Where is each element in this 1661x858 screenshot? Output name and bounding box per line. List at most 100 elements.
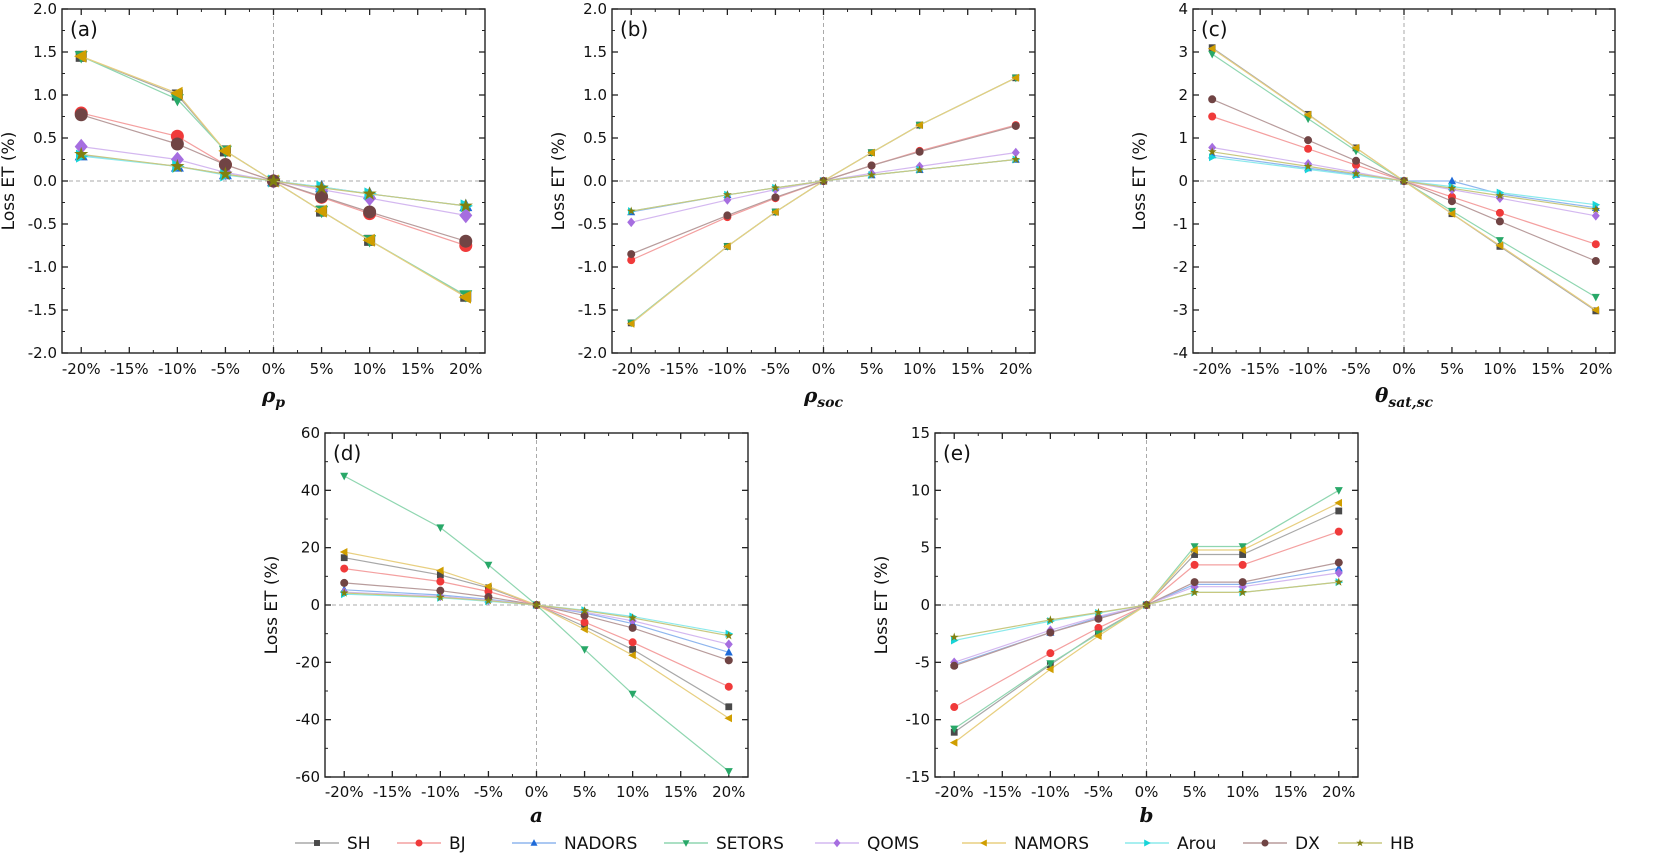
legend: SH BJ NADORS SETORS QOMS NAMORS Arou DX HB: [295, 834, 1414, 854]
data-point-hb: [724, 631, 734, 640]
y-tick-label: -60: [296, 768, 321, 786]
x-tick-label: 20%: [1322, 783, 1355, 801]
data-point-hb: [1046, 615, 1055, 624]
data-point-hb: [436, 592, 445, 601]
data-point-arou: [1209, 153, 1217, 162]
data-point-bj: [1591, 240, 1600, 249]
x-axis-label-sub: soc: [817, 395, 843, 411]
data-point-namors: [1190, 546, 1198, 554]
x-tick-label: -20%: [62, 360, 101, 378]
data-point-hb: [1447, 183, 1457, 192]
legend-item-qoms: QOMS: [815, 834, 919, 854]
x-tick-label: -10%: [1031, 783, 1070, 801]
y-tick-label: 0.5: [583, 129, 607, 147]
series-hb: [74, 146, 473, 212]
data-point-qoms: [627, 217, 636, 228]
series-line-setors: [1211, 53, 1597, 298]
y-axis-label: Loss ET (%): [1130, 132, 1150, 231]
panel-e: -20% -15% -10% -5% 0% 5% 10% 15% 20% -15 -10 -5 0 5 10…: [872, 424, 1359, 827]
y-tick-label: 0.0: [33, 172, 57, 190]
x-tick-label: -10%: [708, 360, 747, 378]
y-tick-label: -1.0: [578, 258, 607, 276]
data-point-bj: [1334, 527, 1343, 536]
data-point-hb: [314, 180, 329, 194]
y-tick-label: 0: [310, 596, 320, 614]
y-tick-label: 0.0: [583, 172, 607, 190]
data-point-dx: [723, 211, 732, 220]
y-tick-label: 1.5: [33, 43, 57, 61]
data-point-namors: [1238, 546, 1246, 554]
data-point-namors: [218, 144, 231, 158]
data-point-dx: [74, 108, 88, 122]
y-tick-label: 10: [911, 481, 930, 499]
data-point-dx: [1208, 95, 1217, 104]
data-point-namors: [1591, 306, 1599, 314]
data-point-sh: [581, 623, 588, 630]
data-point-sh: [436, 571, 444, 579]
x-tick-label: 20%: [1579, 360, 1612, 378]
y-tick-label: 2.0: [583, 0, 607, 18]
plot-frame: [324, 432, 749, 778]
legend-item-arou: Arou: [1125, 834, 1216, 854]
legend-label: HB: [1390, 834, 1414, 854]
legend-item-sh: SH: [295, 834, 371, 854]
data-point-dx: [771, 193, 780, 202]
data-point-namors: [1011, 73, 1019, 82]
legend-label: Arou: [1177, 834, 1216, 854]
data-point-hb: [74, 146, 89, 161]
panel-a: -20% -15% -10% -5% 0% 5% 10% 15% 20% -2.0 -1.5 -1.0…: [0, 0, 486, 411]
data-point-hb: [867, 170, 876, 179]
x-axis-label-main: θ: [1375, 383, 1389, 407]
data-point-dx: [915, 147, 924, 156]
x-tick-label: 10%: [1226, 783, 1259, 801]
data-point-hb: [339, 588, 349, 597]
y-tick-label: 20: [301, 539, 320, 557]
x-tick-label: 20%: [449, 360, 482, 378]
x-tick-label: -15%: [1241, 360, 1280, 378]
y-tick-label: 0.5: [33, 129, 57, 147]
data-point-dx: [1238, 578, 1247, 587]
data-point-setors: [436, 524, 445, 532]
legend-marker: [833, 838, 841, 848]
data-point-hb: [1495, 191, 1505, 200]
data-point-dx: [170, 137, 184, 151]
x-tick-label: -5%: [474, 783, 503, 801]
x-tick-label: 0%: [1392, 360, 1416, 378]
y-tick-label: 1: [1178, 129, 1188, 147]
data-point-hb: [1399, 176, 1409, 185]
data-point-setors: [1334, 487, 1343, 495]
legend-marker: [1356, 839, 1364, 847]
data-point-namors: [362, 233, 375, 247]
data-point-dx: [363, 205, 377, 219]
data-point-hb: [1351, 169, 1361, 178]
data-point-bj: [1495, 208, 1504, 217]
y-tick-label: -1.5: [28, 301, 57, 319]
data-point-bj: [580, 618, 589, 627]
legend-marker: [682, 840, 690, 847]
data-point-hb: [915, 165, 924, 174]
data-point-namors: [484, 582, 492, 591]
y-tick-label: -0.5: [578, 215, 607, 233]
x-tick-label: 15%: [401, 360, 434, 378]
legend-marker: [530, 839, 538, 846]
data-point-namors: [867, 148, 875, 157]
series-namors: [626, 73, 1019, 328]
data-point-dx: [315, 189, 329, 203]
x-tick-label: -15%: [983, 783, 1022, 801]
panel-label: (b): [620, 17, 648, 41]
data-point-hb: [723, 190, 732, 199]
data-point-namors: [74, 49, 87, 63]
plot-frame: [1192, 8, 1616, 354]
data-point-hb: [819, 176, 828, 185]
panel-c: -20% -15% -10% -5% 0% 5% 10% 15% 20% -4 -3 -2 -1 0 1 2 3…: [1130, 0, 1616, 411]
data-point-qoms: [74, 138, 88, 155]
x-tick-label: 15%: [1274, 783, 1307, 801]
x-tick-label: -20%: [935, 783, 974, 801]
x-tick-label: 15%: [1531, 360, 1564, 378]
x-tick-label: 20%: [712, 783, 745, 801]
series-hb: [949, 577, 1344, 641]
data-point-hb: [1190, 587, 1199, 597]
data-point-dx: [1304, 136, 1313, 145]
y-tick-label: -2.0: [578, 344, 607, 362]
legend-item-dx: DX: [1243, 834, 1320, 854]
